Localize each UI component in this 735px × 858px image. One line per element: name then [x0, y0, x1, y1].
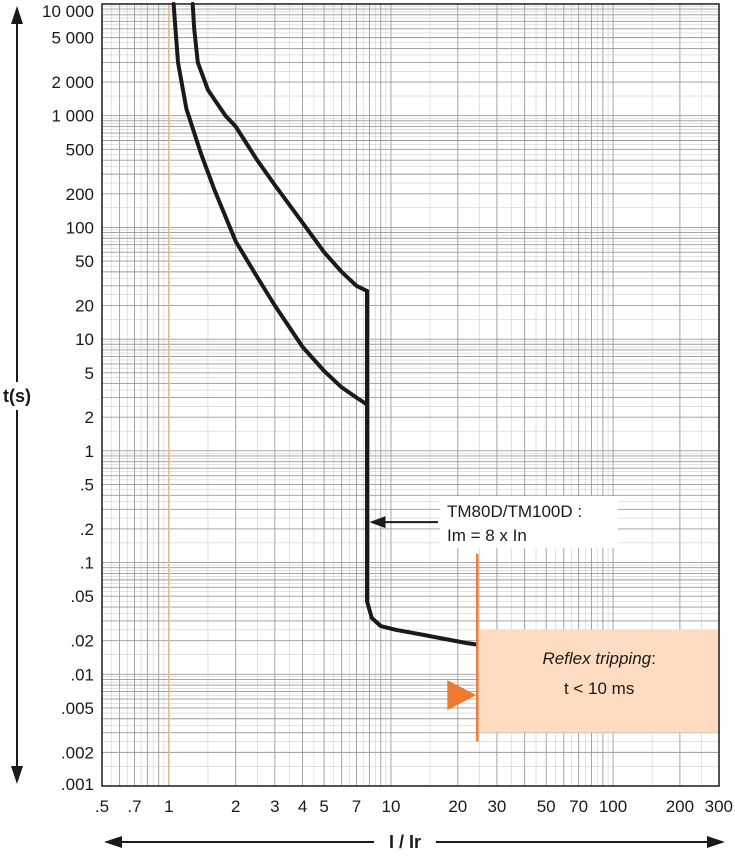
- y-tick-label: 10: [75, 330, 94, 349]
- y-tick-label: .5: [80, 475, 94, 494]
- x-tick-label: .7: [127, 797, 141, 816]
- x-tick-label: 3: [270, 797, 279, 816]
- instantaneous-trip: [365, 289, 478, 647]
- x-tick-label: 5: [319, 797, 328, 816]
- y-tick-label: 20: [75, 297, 94, 316]
- y-tick-label: .05: [70, 587, 94, 606]
- y-tick-label: 5: [85, 364, 94, 383]
- reflex-tripping-title: Reflex tripping: [542, 649, 651, 668]
- lower-tripping-curve: [171, 2, 369, 407]
- x-axis: I / Ir: [104, 832, 725, 852]
- y-tick-label: 10 000: [42, 2, 94, 21]
- x-tick-label: 1: [164, 797, 173, 816]
- y-axis-arrow-down-icon: [11, 766, 23, 784]
- plot-frame: [101, 3, 720, 787]
- x-tick-label: 2: [231, 797, 240, 816]
- x-axis-arrow-right-icon: [707, 836, 725, 848]
- x-tick-label: 70: [569, 797, 588, 816]
- chart-curves: [171, 2, 479, 742]
- x-axis-arrow-left-icon: [104, 836, 122, 848]
- y-tick-label: 1: [85, 442, 94, 461]
- y-tick-label: 5 000: [51, 29, 94, 48]
- reflex-tripping-value: t < 10 ms: [564, 679, 634, 698]
- im-annotation: TM80D/TM100D : Im = 8 x In: [369, 496, 618, 548]
- x-tick-label: 7: [352, 797, 361, 816]
- im-annotation-line1: TM80D/TM100D :: [447, 502, 582, 521]
- y-tick-label: 500: [66, 140, 94, 159]
- y-tick-label: .002: [61, 743, 94, 762]
- y-tick-label: 100: [66, 218, 94, 237]
- x-tick-label: 100: [599, 797, 627, 816]
- y-tick-label: .02: [70, 632, 94, 651]
- x-tick-label: 50: [537, 797, 556, 816]
- y-tick-label: .005: [61, 699, 94, 718]
- reflex-tripping-label: Reflex tripping:: [542, 649, 655, 668]
- y-tick-label: .2: [80, 520, 94, 539]
- x-tick-label: 4: [298, 797, 307, 816]
- x-tick-label: .5: [95, 797, 109, 816]
- im-annotation-background: [440, 496, 618, 548]
- x-axis-label: I / Ir: [389, 832, 421, 852]
- x-tick-label: 300: [705, 797, 733, 816]
- x-tick-label: 10: [381, 797, 400, 816]
- x-tick-labels: .5 .7 1 2 3 4 5 7 10 20 30 50 70 100 200 300: [95, 797, 733, 816]
- y-tick-label: 50: [75, 252, 94, 271]
- im-annotation-line2: Im = 8 x In: [447, 526, 527, 545]
- y-axis-label: t(s): [3, 386, 31, 406]
- y-tick-labels: 10 000 5 000 2 000 1 000 500 200 100 50 20 10 5 2 1.…: [42, 2, 94, 794]
- y-tick-label: .01: [70, 665, 94, 684]
- y-tick-label: 2: [85, 408, 94, 427]
- upper-tripping-curve: [190, 2, 369, 293]
- x-tick-label: 200: [666, 797, 694, 816]
- y-tick-label: .001: [61, 775, 94, 794]
- reflex-tripping-marker-icon: [447, 680, 477, 711]
- reflex-tripping: Reflex tripping: t < 10 ms: [542, 649, 655, 698]
- chart-fills: [168, 4, 719, 786]
- x-tick-label: 20: [448, 797, 467, 816]
- im-annotation-arrow-icon: [369, 516, 386, 529]
- y-axis: t(s): [3, 6, 31, 784]
- y-tick-label: .1: [80, 554, 94, 573]
- reflex-tripping-colon: :: [651, 649, 656, 668]
- y-axis-arrow-up-icon: [11, 6, 23, 24]
- y-tick-label: 2 000: [51, 73, 94, 92]
- reflex-tripping-box: [479, 629, 719, 733]
- x-tick-label: 30: [487, 797, 506, 816]
- y-tick-label: 200: [66, 185, 94, 204]
- y-tick-label: 1 000: [51, 107, 94, 126]
